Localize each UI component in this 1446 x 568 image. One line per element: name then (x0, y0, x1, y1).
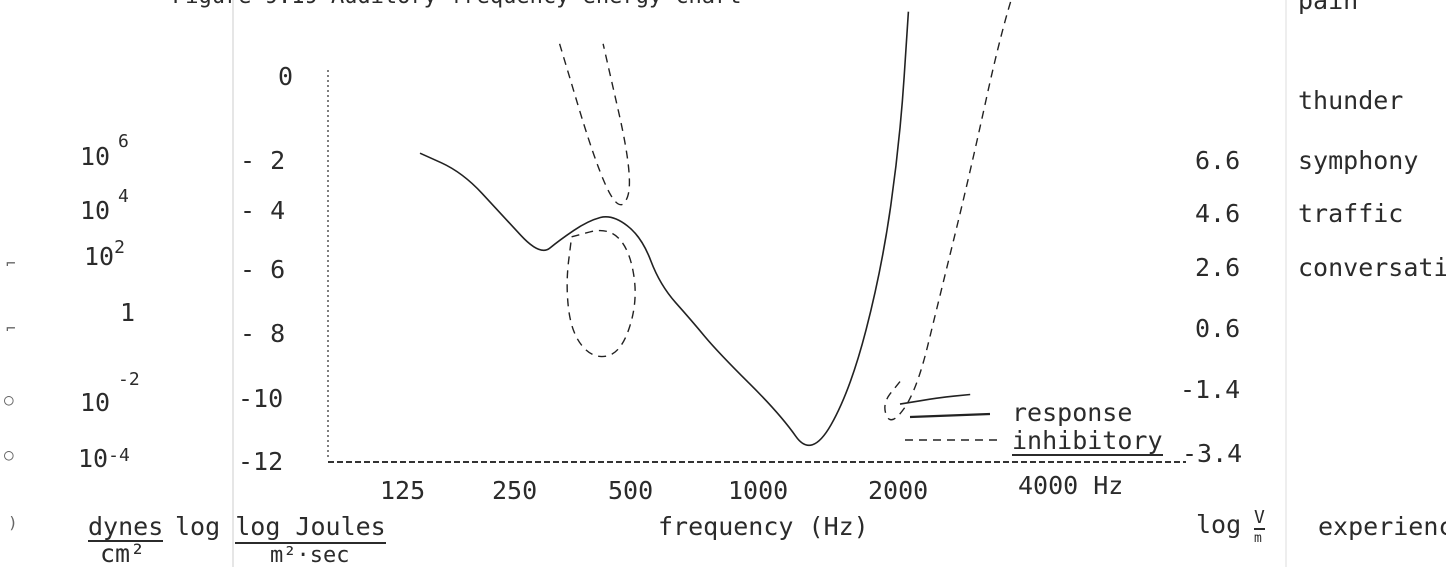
y-left-tick: - 2 (240, 146, 286, 175)
y-left-axis-label-den: m²·sec (270, 543, 350, 568)
margin-mark: ⌐ (6, 319, 16, 338)
legend-entry-inhibitory: inhibitory (1012, 426, 1163, 456)
experience-label: symphony (1298, 146, 1419, 175)
y-left-tick: 0 (278, 62, 294, 91)
y-left-tick: - 6 (240, 255, 286, 284)
y-left-axis-label: log log Joules (175, 512, 386, 544)
y-right-tick: 6.6 (1195, 146, 1241, 175)
pressure-tick: 10-4 (78, 444, 130, 473)
margin-mark: ) (8, 513, 18, 532)
y-left-tick: -10 (238, 384, 284, 413)
pressure-axis-label-den: cm² (100, 539, 146, 568)
y-right-tick: 0.6 (1195, 314, 1241, 343)
margin-mark: ⌐ (6, 254, 16, 273)
experience-label: conversation (1298, 253, 1446, 282)
margin-mark: ○ (4, 445, 14, 464)
pressure-tick: 10 (80, 388, 111, 417)
y-left-tick: - 8 (240, 319, 286, 348)
experience-label: thunder (1298, 86, 1404, 115)
y-left-tick: - 4 (240, 196, 286, 225)
y-right-tick: 2.6 (1195, 253, 1241, 282)
experience-label: pain (1298, 0, 1359, 15)
series-inhibitory-upper (558, 43, 631, 206)
chart-title: Figure 9.19 Auditory frequency energy ch… (172, 0, 742, 8)
y-right-tick: 4.6 (1195, 199, 1241, 228)
x-unit-tick: 4000 Hz (1018, 471, 1124, 500)
y-left-tick: -12 (238, 447, 284, 476)
series-response-threshold (899, 393, 971, 405)
y-right-tick: -3.4 (1182, 439, 1243, 468)
x-axis-label: frequency (Hz) (658, 512, 869, 541)
y-right-axis-label: log (1196, 510, 1242, 539)
pressure-tick-exponent: 6 (118, 131, 129, 152)
x-tick: 250 (492, 476, 538, 505)
pressure-axis-label-num: dynes (88, 512, 164, 542)
pressure-tick-exponent: 4 (118, 186, 129, 207)
pressure-tick: 10 (80, 142, 111, 171)
x-tick: 500 (608, 476, 654, 505)
experience-footer: experience (1318, 512, 1446, 541)
pressure-tick: 10 (80, 196, 111, 225)
series-response (419, 11, 910, 447)
y-right-tick: -1.4 (1180, 375, 1241, 404)
y-right-axis-label-num: V (1254, 507, 1265, 530)
pressure-tick: 102 (84, 237, 125, 271)
x-tick: 125 (380, 476, 426, 505)
series-inhibitory (884, 0, 1012, 421)
legend-entry-response: response (1012, 398, 1133, 427)
y-right-axis-label-den: m (1254, 531, 1262, 546)
x-tick: 1000 (728, 476, 789, 505)
x-tick: 2000 (868, 476, 929, 505)
series-inhibitory-low (566, 229, 636, 358)
pressure-tick-exponent: -2 (118, 369, 140, 390)
experience-label: traffic (1298, 199, 1404, 228)
legend-swatch-response (909, 412, 991, 419)
pressure-tick: 1 (120, 298, 136, 327)
margin-mark: ○ (4, 390, 14, 409)
